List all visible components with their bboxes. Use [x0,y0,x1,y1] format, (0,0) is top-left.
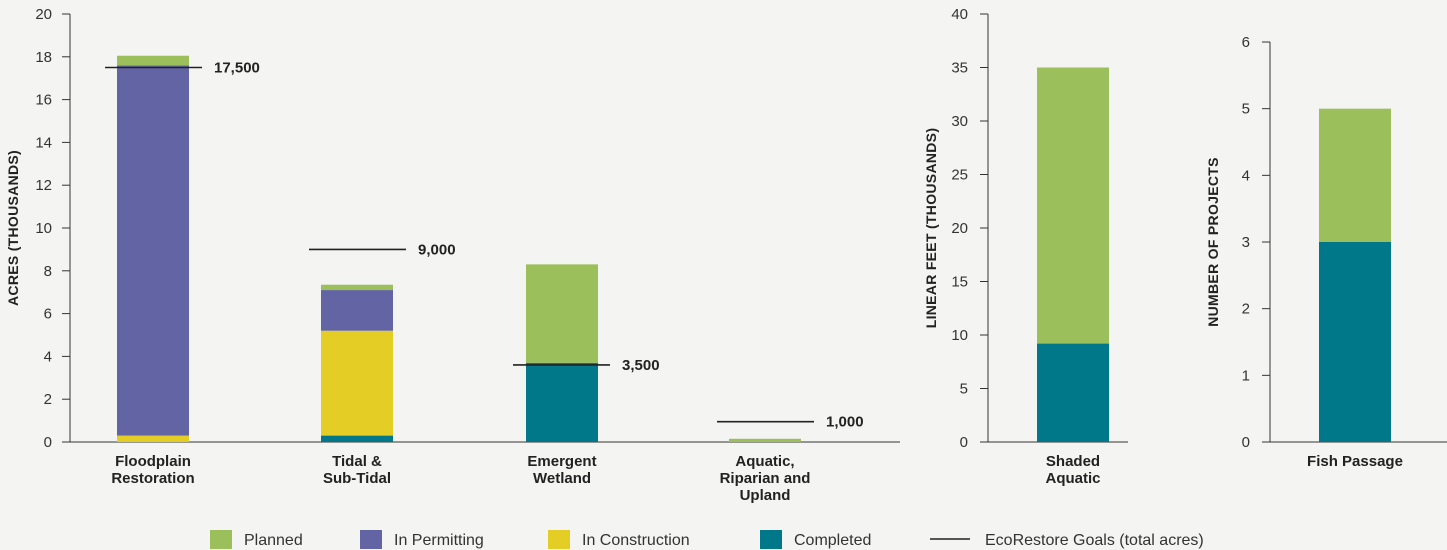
y-tick-label: 16 [35,92,52,109]
y-tick-label: 15 [951,274,968,291]
bar-segment-planned [117,55,189,66]
y-tick-label: 6 [1242,34,1250,51]
legend-swatch [760,530,782,549]
y-tick-label: 25 [951,167,968,184]
goal-label: 1,000 [826,414,864,431]
y-tick-label: 0 [44,434,52,451]
y-tick-label: 0 [960,434,968,451]
legend-item-in-construction: In Construction [548,530,690,549]
legend-label: In Permitting [394,532,484,549]
x-category-label: Aquatic, Riparian and Upland [720,453,811,504]
bar-segment-completed [1319,242,1391,442]
bar-segment-planned [729,438,801,442]
bar-segment-in-construction [321,330,393,436]
y-tick-label: 3 [1242,234,1250,251]
legend-item-planned: Planned [210,530,303,549]
legend-item-goal: EcoRestore Goals (total acres) [930,532,1204,549]
goal-label: 9,000 [418,241,456,258]
bar-segment-completed [526,362,598,442]
legend-item-completed: Completed [760,530,871,549]
bar-segment-planned [321,284,393,291]
legend-label: Completed [794,532,871,549]
bar-segment-in-permitting [117,65,189,436]
goal-label: 17,500 [214,60,260,77]
bar-segment-planned [1037,67,1109,344]
y-tick-label: 12 [35,177,52,194]
y-axis-title: LINEAR FEET (THOUSANDS) [923,128,939,329]
y-tick-label: 5 [960,381,968,398]
chart-panel-2: 0 5 10 15 20 25 30 35 40 LINEAR FEET (THOUSANDS) S… [923,6,1128,487]
y-tick-label: 2 [44,391,52,408]
bar-segment-planned [1319,108,1391,243]
y-tick-label: 30 [951,113,968,130]
x-category-label: Emergent Wetland [527,453,596,487]
legend-label: Planned [244,532,303,549]
chart-legend: Planned In Permitting In Construction Compl… [210,530,1204,549]
chart-panel-1: 0 2 4 6 8 10 12 14 16 18 20 ACRES (THOUSANDS) Floodp… [5,6,900,504]
y-tick-label: 1 [1242,367,1250,384]
legend-label: In Construction [582,532,690,549]
y-tick-label: 5 [1242,101,1250,118]
legend-label: EcoRestore Goals (total acres) [985,532,1204,549]
legend-swatch [360,530,382,549]
y-tick-label: 40 [951,6,968,23]
y-tick-label: 20 [951,220,968,237]
y-tick-label: 18 [35,49,52,66]
y-tick-label: 2 [1242,301,1250,318]
bar-segment-completed [1037,343,1109,442]
bar-segment-in-construction [117,435,189,442]
y-tick-label: 35 [951,60,968,77]
x-category-label: Floodplain Restoration [111,453,194,487]
x-category-label: Shaded Aquatic [1045,453,1100,487]
y-tick-label: 8 [44,263,52,280]
y-axis-title: NUMBER OF PROJECTS [1205,157,1221,327]
bar-segment-planned [526,264,598,363]
y-tick-label: 0 [1242,434,1250,451]
y-tick-label: 10 [951,327,968,344]
legend-swatch [548,530,570,549]
goal-label: 3,500 [622,357,660,374]
bar-segment-completed [321,435,393,442]
y-tick-label: 6 [44,306,52,323]
x-category-label: Fish Passage [1307,453,1403,470]
chart-panel-3: 0 1 2 3 4 5 6 NUMBER OF PROJECTS Fish Passage [1205,34,1447,470]
y-axis-title: ACRES (THOUSANDS) [5,150,21,306]
y-tick-label: 20 [35,6,52,23]
y-tick-label: 4 [1242,167,1250,184]
legend-swatch [210,530,232,549]
y-tick-label: 10 [35,220,52,237]
bar-segment-in-permitting [321,290,393,331]
x-category-label: Tidal & Sub-Tidal [323,453,391,487]
y-tick-label: 14 [35,134,52,151]
y-tick-label: 4 [44,348,52,365]
legend-item-in-permitting: In Permitting [360,530,484,549]
